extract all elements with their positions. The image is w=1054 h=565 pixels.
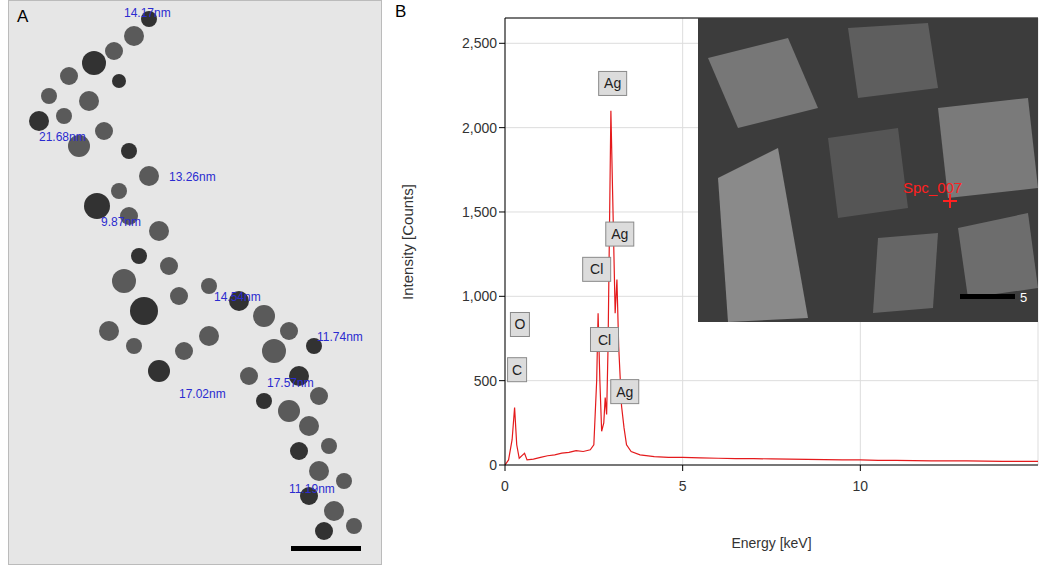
svg-text:Cl: Cl bbox=[590, 261, 603, 277]
svg-text:13.26nm: 13.26nm bbox=[169, 170, 216, 184]
svg-text:2,000: 2,000 bbox=[462, 120, 497, 136]
svg-text:Energy [keV]: Energy [keV] bbox=[731, 535, 811, 551]
svg-text:500: 500 bbox=[474, 373, 498, 389]
svg-text:17.02nm: 17.02nm bbox=[179, 387, 226, 401]
svg-text:17.57nm: 17.57nm bbox=[267, 376, 314, 390]
svg-text:14.54nm: 14.54nm bbox=[214, 290, 261, 304]
html-text:Intensity [Counts]: Intensity [Counts] bbox=[398, 183, 416, 300]
svg-text:1,500: 1,500 bbox=[462, 204, 497, 220]
svg-text:21.68nm: 21.68nm bbox=[39, 130, 86, 144]
svg-text:11.19nm: 11.19nm bbox=[289, 482, 335, 496]
svg-text:C: C bbox=[512, 362, 522, 378]
html-text:A: A bbox=[17, 7, 29, 26]
svg-text:14.17nm: 14.17nm bbox=[124, 6, 171, 20]
svg-text:5: 5 bbox=[1020, 290, 1027, 305]
svg-text:O: O bbox=[514, 316, 525, 332]
svg-text:Ag: Ag bbox=[616, 384, 633, 400]
svg-text:0: 0 bbox=[489, 457, 497, 473]
html-text:B: B bbox=[395, 2, 407, 21]
svg-text:11.74nm: 11.74nm bbox=[317, 330, 363, 344]
svg-text:9.87nm: 9.87nm bbox=[101, 215, 141, 229]
svg-text:Spc_007: Spc_007 bbox=[903, 179, 962, 196]
svg-text:2,500: 2,500 bbox=[462, 35, 497, 51]
svg-text:10: 10 bbox=[853, 478, 869, 494]
svg-text:Ag: Ag bbox=[611, 226, 628, 242]
svg-text:Ag: Ag bbox=[604, 75, 621, 91]
svg-text:0: 0 bbox=[501, 478, 509, 494]
svg-text:1,000: 1,000 bbox=[462, 288, 497, 304]
svg-text:5: 5 bbox=[679, 478, 687, 494]
svg-text:Cl: Cl bbox=[598, 332, 611, 348]
